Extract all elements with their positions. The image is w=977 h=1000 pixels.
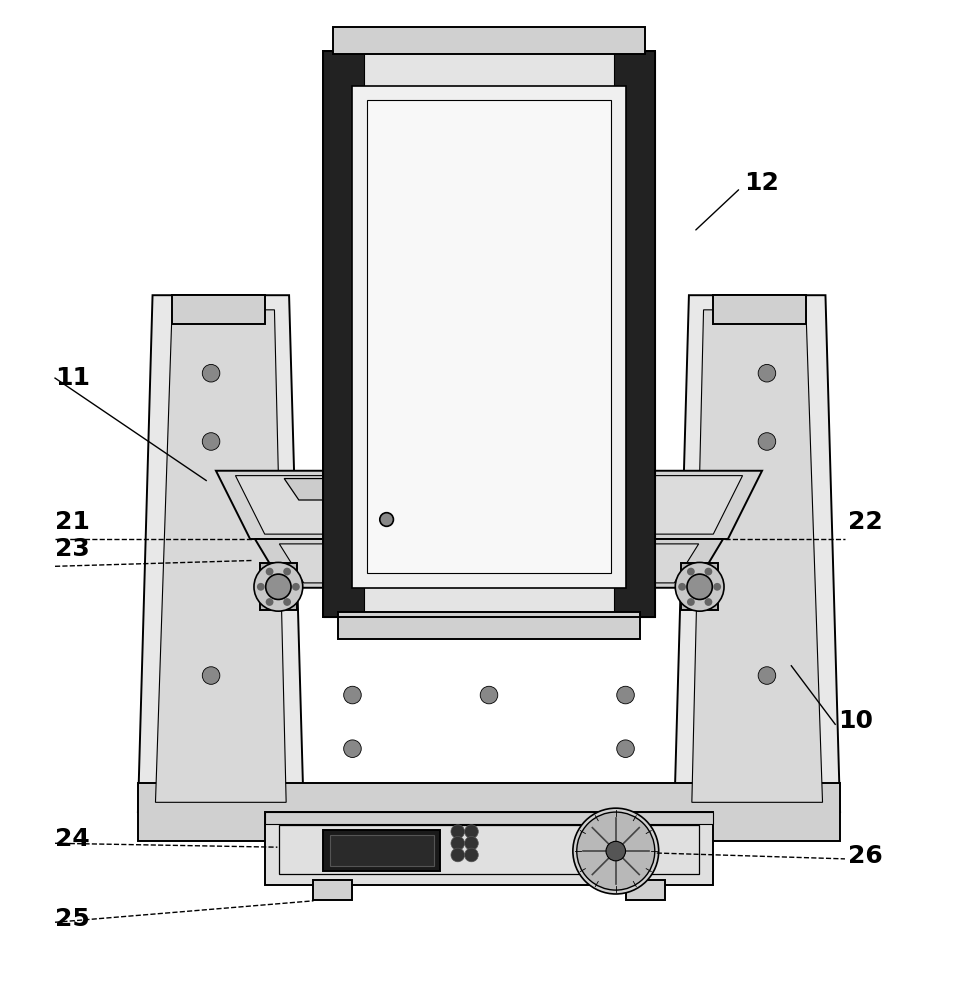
Circle shape: [712, 583, 720, 591]
Circle shape: [480, 686, 497, 704]
Circle shape: [677, 583, 685, 591]
Polygon shape: [255, 539, 722, 588]
Bar: [265, 812, 712, 824]
Bar: [430, 498, 513, 559]
Circle shape: [464, 848, 478, 862]
Bar: [322, 51, 363, 617]
Text: 12: 12: [743, 171, 779, 195]
Bar: [322, 51, 655, 617]
Circle shape: [202, 364, 220, 382]
Polygon shape: [235, 476, 742, 534]
Polygon shape: [691, 310, 822, 802]
Circle shape: [757, 433, 775, 450]
Circle shape: [606, 841, 625, 861]
Bar: [260, 563, 297, 610]
Polygon shape: [172, 295, 265, 324]
Polygon shape: [155, 310, 286, 802]
Polygon shape: [279, 544, 698, 583]
Bar: [680, 563, 717, 610]
Bar: [332, 27, 645, 54]
Circle shape: [703, 568, 711, 575]
Circle shape: [757, 364, 775, 382]
Circle shape: [266, 598, 274, 606]
Polygon shape: [673, 295, 839, 812]
Text: 23: 23: [55, 537, 90, 561]
Text: 11: 11: [55, 366, 90, 390]
Circle shape: [576, 812, 655, 890]
Circle shape: [266, 574, 291, 599]
Circle shape: [674, 562, 723, 611]
Circle shape: [283, 568, 291, 575]
Circle shape: [379, 513, 393, 526]
Circle shape: [257, 583, 265, 591]
Circle shape: [292, 583, 300, 591]
Circle shape: [686, 568, 694, 575]
Text: 10: 10: [837, 709, 872, 733]
Text: 24: 24: [55, 827, 90, 851]
Circle shape: [464, 825, 478, 838]
Circle shape: [450, 848, 464, 862]
Polygon shape: [284, 479, 552, 500]
Text: 22: 22: [847, 510, 881, 534]
Circle shape: [450, 825, 464, 838]
Text: 21: 21: [55, 510, 90, 534]
Circle shape: [202, 667, 220, 684]
Text: 25: 25: [55, 907, 90, 931]
Bar: [352, 86, 625, 588]
Circle shape: [757, 667, 775, 684]
Bar: [279, 825, 698, 874]
Bar: [314, 880, 352, 900]
Bar: [337, 612, 640, 639]
Polygon shape: [216, 471, 761, 539]
Circle shape: [686, 598, 694, 606]
Bar: [265, 812, 712, 885]
Bar: [614, 51, 655, 617]
Circle shape: [343, 740, 361, 757]
Bar: [329, 835, 434, 866]
Bar: [625, 880, 663, 900]
Circle shape: [266, 568, 274, 575]
Polygon shape: [138, 295, 304, 812]
Circle shape: [573, 808, 658, 894]
Polygon shape: [712, 295, 805, 324]
Circle shape: [343, 686, 361, 704]
Circle shape: [464, 836, 478, 850]
Bar: [138, 783, 839, 841]
Circle shape: [450, 836, 464, 850]
Text: 26: 26: [847, 844, 881, 868]
Circle shape: [703, 598, 711, 606]
Circle shape: [372, 506, 400, 533]
Circle shape: [616, 686, 634, 704]
Circle shape: [283, 598, 291, 606]
Circle shape: [202, 433, 220, 450]
Bar: [366, 100, 611, 573]
Circle shape: [616, 740, 634, 757]
Bar: [322, 830, 440, 871]
Bar: [322, 51, 655, 617]
Bar: [438, 506, 505, 551]
Circle shape: [686, 574, 711, 599]
Circle shape: [254, 562, 303, 611]
